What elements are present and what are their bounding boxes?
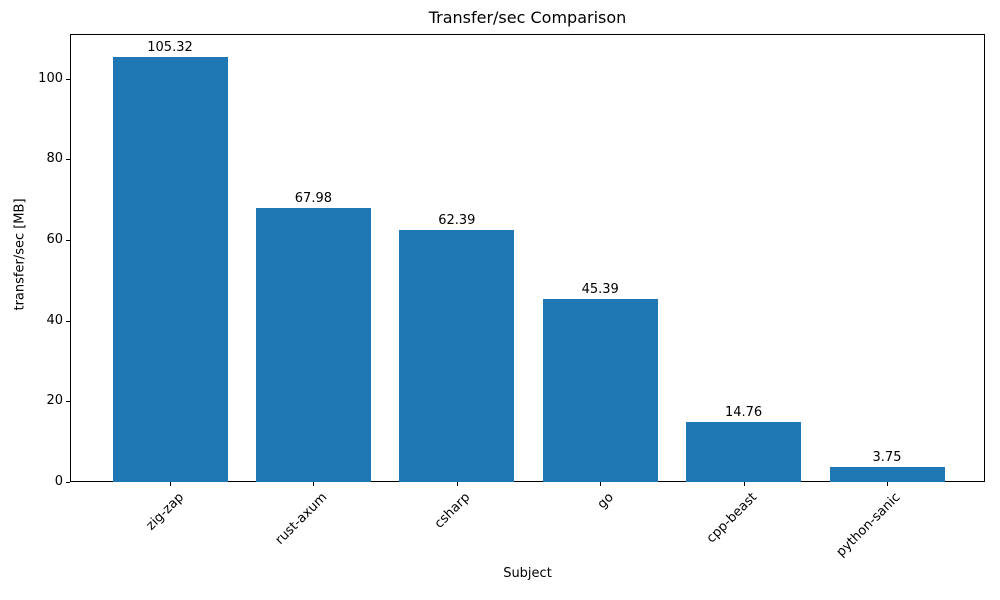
x-tick-label: cpp-beast	[704, 490, 761, 547]
bar-zig-zap	[112, 57, 228, 482]
x-tick-label: csharp	[431, 490, 474, 532]
x-tick-mark	[600, 482, 602, 486]
y-tick-label: 20	[46, 393, 63, 409]
y-tick-label: 100	[38, 70, 63, 86]
x-tick-label: zig-zap	[143, 490, 187, 534]
y-tick-mark	[66, 78, 70, 80]
y-tick-label: 40	[46, 312, 63, 328]
y-tick-label: 80	[46, 151, 63, 167]
x-axis-label: Subject	[503, 566, 552, 581]
y-tick-mark	[66, 401, 70, 403]
bar-value-label: 3.75	[872, 449, 902, 465]
bar-value-label: 45.39	[581, 281, 619, 297]
bar-csharp	[399, 230, 515, 482]
y-tick-mark	[66, 482, 70, 483]
x-tick-label: go	[594, 490, 617, 513]
y-tick-mark	[66, 320, 70, 322]
bar-value-label: 62.39	[438, 213, 476, 229]
y-tick-label: 60	[46, 232, 63, 248]
y-tick-mark	[66, 159, 70, 161]
bar-value-label: 14.76	[724, 405, 763, 421]
x-tick-mark	[887, 482, 888, 486]
bar-value-label: 105.32	[147, 40, 193, 56]
y-tick-label: 0	[54, 474, 63, 489]
bar-cpp-beast	[686, 422, 802, 482]
x-tick-label: python-sanic	[833, 490, 904, 560]
y-tick-mark	[66, 240, 70, 242]
x-tick-mark	[313, 482, 315, 486]
x-tick-label: rust-axum	[272, 490, 331, 548]
x-tick-mark	[456, 482, 458, 486]
bar-go	[542, 298, 658, 482]
x-tick-mark	[743, 482, 745, 486]
chart-title: Transfer/sec Comparison	[428, 8, 627, 27]
bar-python-sanic	[829, 466, 945, 482]
x-tick-mark	[170, 482, 171, 486]
y-axis-label: transfer/sec [MB]	[12, 198, 28, 311]
bar-value-label: 67.98	[294, 190, 332, 206]
bar-rust-axum	[255, 207, 371, 482]
